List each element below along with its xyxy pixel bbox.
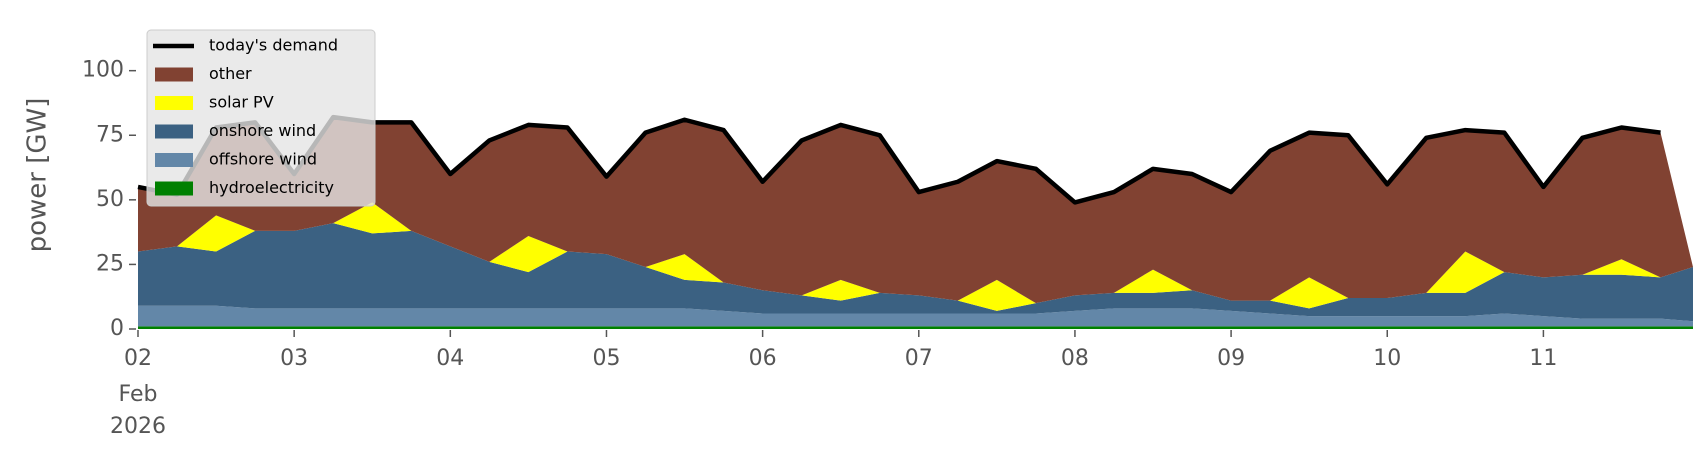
- legend-label: solar PV: [209, 93, 274, 112]
- y-tick-label: 0: [110, 316, 124, 341]
- x-tick-label: 11: [1529, 346, 1557, 371]
- area: [138, 117, 1693, 304]
- legend-swatch: [155, 124, 193, 139]
- x-tick-sublabel: Feb: [119, 382, 158, 407]
- legend-box: [146, 29, 376, 207]
- legend-label: hydroelectricity: [209, 178, 334, 197]
- legend-swatch: [155, 153, 193, 167]
- plot-area: [137, 114, 1693, 329]
- legend-swatch: [155, 96, 193, 110]
- legend-label: offshore wind: [209, 150, 317, 169]
- y-tick-label: 100: [82, 58, 124, 83]
- line: [137, 114, 1661, 205]
- x-tick-label: 05: [592, 346, 620, 371]
- y-tick-label: 75: [96, 122, 124, 147]
- legend-label: other: [209, 64, 252, 83]
- x-tick-label: 09: [1217, 346, 1245, 371]
- y-axis-label: power [GW]: [23, 98, 53, 253]
- area: [138, 202, 1693, 311]
- area: [138, 305, 1693, 327]
- x-tick-label: 06: [749, 346, 777, 371]
- x-tick-label: 04: [436, 346, 464, 371]
- legend-swatch: [155, 67, 193, 82]
- legend-swatch: [155, 181, 193, 196]
- legend-label: today's demand: [209, 36, 338, 55]
- legend: today's demand other solar PV onshore wind o…: [146, 29, 376, 207]
- x-tick-label: 10: [1373, 346, 1401, 371]
- area: [138, 326, 1693, 329]
- x-tick-label: 08: [1061, 346, 1089, 371]
- area: [138, 223, 1693, 322]
- x-tick-label: 02: [124, 346, 152, 371]
- legend-label: onshore wind: [209, 121, 316, 140]
- x-tick-label: 03: [280, 346, 308, 371]
- x-tick-sublabel: 2026: [110, 414, 166, 439]
- x-tick-label: 07: [905, 346, 933, 371]
- y-tick-label: 25: [96, 251, 124, 276]
- y-tick-label: 50: [96, 187, 124, 212]
